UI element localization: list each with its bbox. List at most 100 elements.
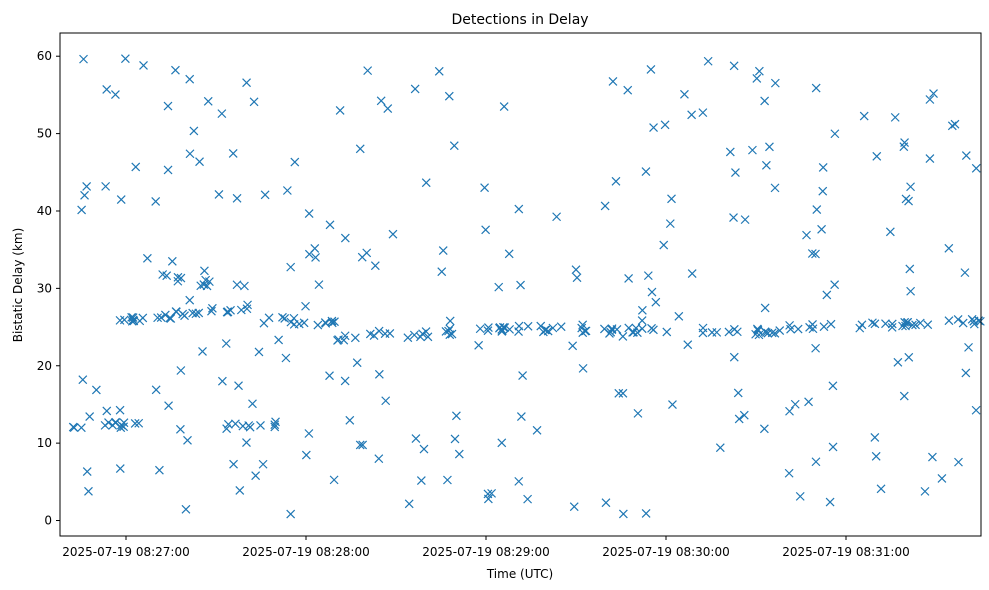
detection-point (160, 310, 170, 320)
detection-point (944, 243, 954, 253)
detection-point (518, 371, 528, 380)
detection-point (403, 333, 413, 343)
detection-point (578, 320, 588, 330)
detection-point (662, 327, 672, 337)
x-tick-label: 2025-07-19 08:29:00 (422, 545, 549, 559)
detection-point (76, 423, 86, 433)
detection-point (871, 451, 881, 461)
detection-point (134, 418, 144, 428)
detection-point (249, 97, 259, 107)
detection-point (329, 475, 339, 485)
detection-point (870, 319, 880, 329)
detection-point (198, 347, 207, 356)
detection-point (514, 476, 524, 486)
detection-point (785, 320, 795, 330)
detection-point (194, 308, 204, 318)
detection-point (256, 421, 265, 430)
detection-point (494, 323, 504, 333)
detection-point (189, 126, 199, 136)
detection-point (355, 440, 365, 450)
detection-point (830, 129, 840, 139)
detection-point (618, 331, 628, 341)
detection-point (175, 424, 185, 434)
detection-point (271, 417, 280, 427)
detection-point (128, 315, 138, 325)
detection-point (808, 324, 818, 334)
detection-point (119, 418, 129, 428)
detection-point (282, 186, 292, 195)
detection-point (108, 420, 118, 430)
detection-point (665, 219, 675, 229)
detection-point (660, 120, 670, 130)
detection-point (811, 83, 821, 93)
detection-point (947, 121, 957, 131)
detection-point (937, 474, 947, 483)
detection-point (340, 376, 350, 386)
detection-point (633, 408, 643, 418)
detection-point (80, 190, 89, 200)
detection-point (438, 246, 448, 255)
detection-point (419, 444, 429, 454)
detection-point (181, 504, 191, 514)
detection-point (304, 209, 314, 219)
detection-point (77, 205, 87, 215)
detection-point (404, 499, 414, 509)
detection-point (646, 64, 656, 74)
detection-point (487, 488, 497, 498)
detection-point (352, 358, 362, 368)
detection-point (444, 91, 454, 101)
detection-point (240, 281, 249, 291)
y-axis-label: Bistatic Delay (km) (11, 228, 25, 343)
detection-point (290, 157, 300, 167)
detection-point (450, 434, 460, 444)
detection-point (127, 312, 137, 322)
detection-point (242, 438, 251, 448)
detection-point (817, 224, 827, 234)
detection-point (872, 151, 882, 161)
detection-point (733, 388, 743, 398)
detection-point (928, 452, 937, 462)
detection-point (84, 486, 93, 496)
detection-point (870, 432, 880, 442)
detection-point (950, 119, 960, 129)
detection-point (244, 421, 254, 430)
detection-point (222, 424, 232, 434)
detection-point (532, 425, 542, 435)
detection-point (641, 509, 651, 518)
detection-point (350, 333, 360, 343)
detection-point (971, 163, 981, 173)
detection-point (383, 104, 393, 113)
detection-point (925, 154, 935, 163)
detection-point (819, 322, 829, 332)
detection-point (449, 141, 459, 151)
detection-point (335, 106, 345, 115)
detection-point (514, 321, 524, 331)
detection-point (906, 286, 916, 296)
detection-point (698, 323, 708, 333)
detection-point (687, 110, 697, 120)
detection-point (481, 225, 491, 235)
detection-point (607, 324, 617, 334)
detection-point (270, 420, 280, 430)
detection-point (164, 401, 173, 411)
detection-point (444, 326, 453, 336)
detection-point (301, 301, 310, 311)
detection-point (618, 509, 628, 519)
y-tick-label: 60 (37, 49, 52, 63)
x-tick-label: 2025-07-19 08:31:00 (782, 545, 909, 559)
detection-point (516, 412, 526, 421)
detection-point (116, 195, 126, 205)
detection-point (637, 305, 647, 315)
detection-point (818, 162, 828, 172)
detection-point (304, 429, 314, 438)
detection-point (171, 65, 180, 75)
detection-point (944, 316, 954, 326)
detection-point (899, 142, 909, 152)
detection-point (299, 318, 309, 328)
x-tick-label: 2025-07-19 08:28:00 (242, 545, 369, 559)
plot-frame (59, 32, 982, 537)
detection-point (954, 457, 963, 467)
detection-point (445, 316, 455, 326)
detection-point (173, 272, 183, 282)
detection-point (385, 329, 395, 338)
